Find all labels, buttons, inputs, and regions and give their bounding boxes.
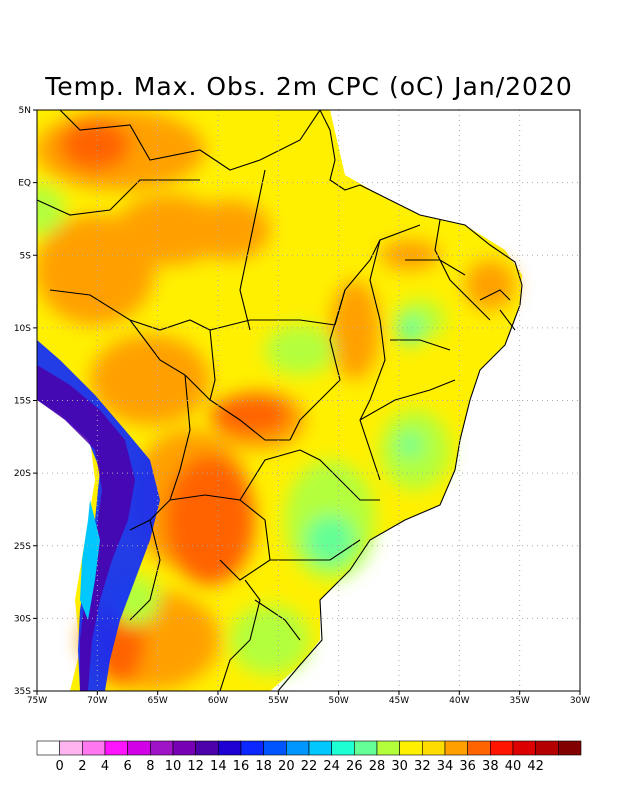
colorbar-swatch xyxy=(399,740,423,756)
colorbar-swatch xyxy=(354,740,378,756)
lat-tick-label: EQ xyxy=(18,179,31,189)
lat-tick-label: 5S xyxy=(20,251,32,261)
latitude-ticks: 5N EQ 5S 10S 15S 20S 25S 30S 35S xyxy=(14,106,37,697)
colorbar-label: 40 xyxy=(505,759,522,774)
colorbar-label: 24 xyxy=(323,759,340,774)
colorbar-label: 28 xyxy=(369,759,386,774)
longitude-ticks: 75W 70W 65W 60W 55W 50W 45W 40W 35W 30W xyxy=(27,691,590,706)
colorbar-swatch xyxy=(286,740,310,756)
colorbar-swatch xyxy=(36,740,60,756)
lat-tick-label: 5N xyxy=(19,106,31,116)
lon-tick-label: 70W xyxy=(87,696,107,706)
colorbar-swatch xyxy=(218,740,242,756)
colorbar-swatch xyxy=(444,740,468,756)
colorbar-swatch xyxy=(535,740,559,756)
colorbar-label: 36 xyxy=(459,759,476,774)
colorbar-swatch xyxy=(195,740,219,756)
colorbar-swatch xyxy=(490,740,514,756)
colorbar-swatch xyxy=(59,740,83,756)
colorbar-label: 20 xyxy=(278,759,295,774)
lat-tick-label: 30S xyxy=(14,614,31,624)
colorbar-swatch xyxy=(82,740,106,756)
colorbar-label: 30 xyxy=(391,759,408,774)
colorbar-swatch xyxy=(127,740,151,756)
colorbar-swatch xyxy=(331,740,355,756)
temperature-field xyxy=(37,110,580,691)
colorbar-label: 16 xyxy=(233,759,250,774)
colorbar-label: 2 xyxy=(78,759,86,774)
colorbar-swatch xyxy=(308,740,332,756)
colorbar-swatch xyxy=(104,740,128,756)
lon-tick-label: 35W xyxy=(509,696,529,706)
colorbar-label: 34 xyxy=(437,759,454,774)
colorbar-label: 22 xyxy=(301,759,318,774)
lon-tick-label: 45W xyxy=(389,696,409,706)
lon-tick-label: 65W xyxy=(147,696,167,706)
colorbar-label: 14 xyxy=(210,759,227,774)
lon-tick-label: 60W xyxy=(208,696,228,706)
lat-tick-label: 15S xyxy=(14,397,31,407)
lon-tick-label: 75W xyxy=(27,696,47,706)
colorbar-label: 32 xyxy=(414,759,431,774)
colorbar-swatch xyxy=(467,740,491,756)
colorbar-swatch xyxy=(512,740,536,756)
colorbar-swatch xyxy=(422,740,446,756)
colorbar-label: 4 xyxy=(101,759,109,774)
lat-tick-label: 10S xyxy=(14,324,31,334)
lon-tick-label: 50W xyxy=(328,696,348,706)
colorbar-label: 6 xyxy=(124,759,132,774)
lon-tick-label: 30W xyxy=(570,696,590,706)
country-borders xyxy=(37,110,523,691)
lat-tick-label: 35S xyxy=(14,687,31,697)
colorbar-swatch xyxy=(263,740,287,756)
colorbar-swatch xyxy=(376,740,400,756)
colorbar-label: 42 xyxy=(527,759,544,774)
lat-tick-label: 20S xyxy=(14,469,31,479)
colorbar-swatch xyxy=(150,740,174,756)
colorbar-label: 10 xyxy=(165,759,182,774)
colorbar-label: 12 xyxy=(187,759,204,774)
colorbar-label: 0 xyxy=(56,759,64,774)
colorbar-swatch xyxy=(558,740,582,756)
colorbar-swatch xyxy=(172,740,196,756)
colorbar-label: 26 xyxy=(346,759,363,774)
lat-tick-label: 25S xyxy=(14,542,31,552)
colorbar: 0 2 4 6 8 10 12 14 16 18 20 22 24 26 28 30 32 34 36 38 40 42 xyxy=(36,740,582,774)
colorbar-label: 18 xyxy=(255,759,272,774)
map-title: Temp. Max. Obs. 2m CPC (oC) Jan/2020 xyxy=(45,72,573,101)
lon-tick-label: 55W xyxy=(268,696,288,706)
colorbar-label: 8 xyxy=(146,759,154,774)
graticule xyxy=(37,110,580,691)
lon-tick-label: 40W xyxy=(449,696,469,706)
colorbar-label: 38 xyxy=(482,759,499,774)
colorbar-swatch xyxy=(240,740,264,756)
